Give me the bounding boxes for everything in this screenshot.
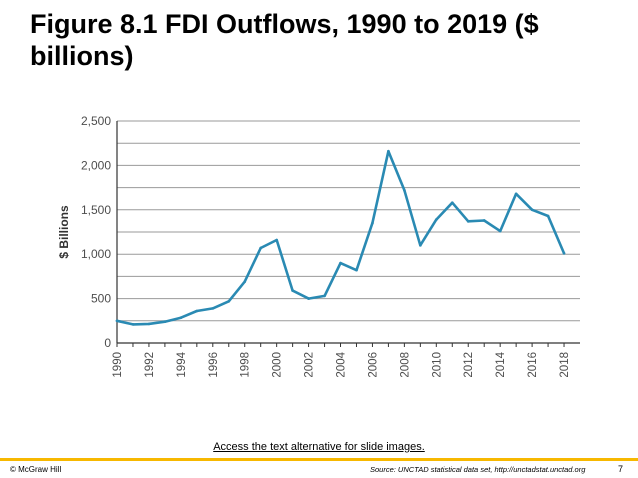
data-point [259,246,262,250]
x-tick-label: 2010 [431,352,443,378]
data-point [562,252,566,255]
y-tick-label: 2,500 [81,114,111,128]
data-point [419,244,422,247]
data-point [466,220,470,223]
x-tick-label: 2006 [367,352,379,378]
data-point [355,268,358,272]
x-tick-label: 1990 [112,352,124,378]
source-citation: Source: UNCTAD statistical data set, htt… [370,465,586,474]
data-point [147,322,151,326]
data-point [227,299,231,303]
x-tick-label: 1994 [176,351,188,377]
data-point [339,261,342,265]
data-point [498,229,502,233]
data-point [131,323,135,326]
x-tick-label: 2000 [272,352,284,378]
series-layer [115,149,566,326]
data-point [291,289,294,292]
data-point [195,309,199,313]
x-tick-label: 2018 [559,352,571,378]
slide-title: Figure 8.1 FDI Outflows, 1990 to 2019 ($… [30,9,539,71]
x-tick-label: 2008 [399,352,411,378]
x-tick-label: 2012 [463,352,475,378]
data-point [323,294,326,298]
data-point [307,297,310,300]
gridlines [117,120,580,344]
page-number: 7 [618,464,624,474]
footer-accent-bar [0,458,638,461]
data-point [115,319,119,323]
copyright-text: © McGraw Hill [10,465,62,474]
y-tick-label: 1,000 [81,247,111,261]
data-point [179,316,183,319]
y-tick-label: 2,000 [81,158,111,172]
data-point [450,201,454,204]
x-tick-label: 2016 [527,352,539,378]
y-tick-label: 1,500 [81,203,111,217]
axes [116,121,580,347]
text-alternative-link[interactable]: Access the text alternative for slide im… [213,441,425,453]
data-point [243,280,247,284]
y-tick-labels: 0 500 1,000 1,500 2,000 2,500 [81,114,111,350]
data-point [211,307,215,310]
y-tick-label: 500 [91,292,111,306]
data-point [546,214,550,218]
x-tick-label: 2002 [304,352,316,378]
data-point [371,221,374,225]
data-point [435,218,438,221]
data-point [163,320,167,323]
x-tick-label: 2004 [336,351,348,377]
data-point [387,149,390,153]
x-tick-label: 2014 [495,351,507,377]
data-point [514,192,518,196]
data-point [275,238,278,242]
y-tick-label: 0 [104,336,111,350]
data-point [530,208,534,212]
x-tick-label: 1996 [208,352,220,378]
x-tick-labels: 1990 1992 1994 1996 1998 2000 2002 2004 2006 2008… [112,351,571,377]
x-tick-label: 1998 [240,352,252,378]
y-axis-label: $ Billions [57,205,71,259]
data-point [403,188,406,192]
data-point [482,219,486,222]
x-tick-label: 1992 [144,352,156,378]
